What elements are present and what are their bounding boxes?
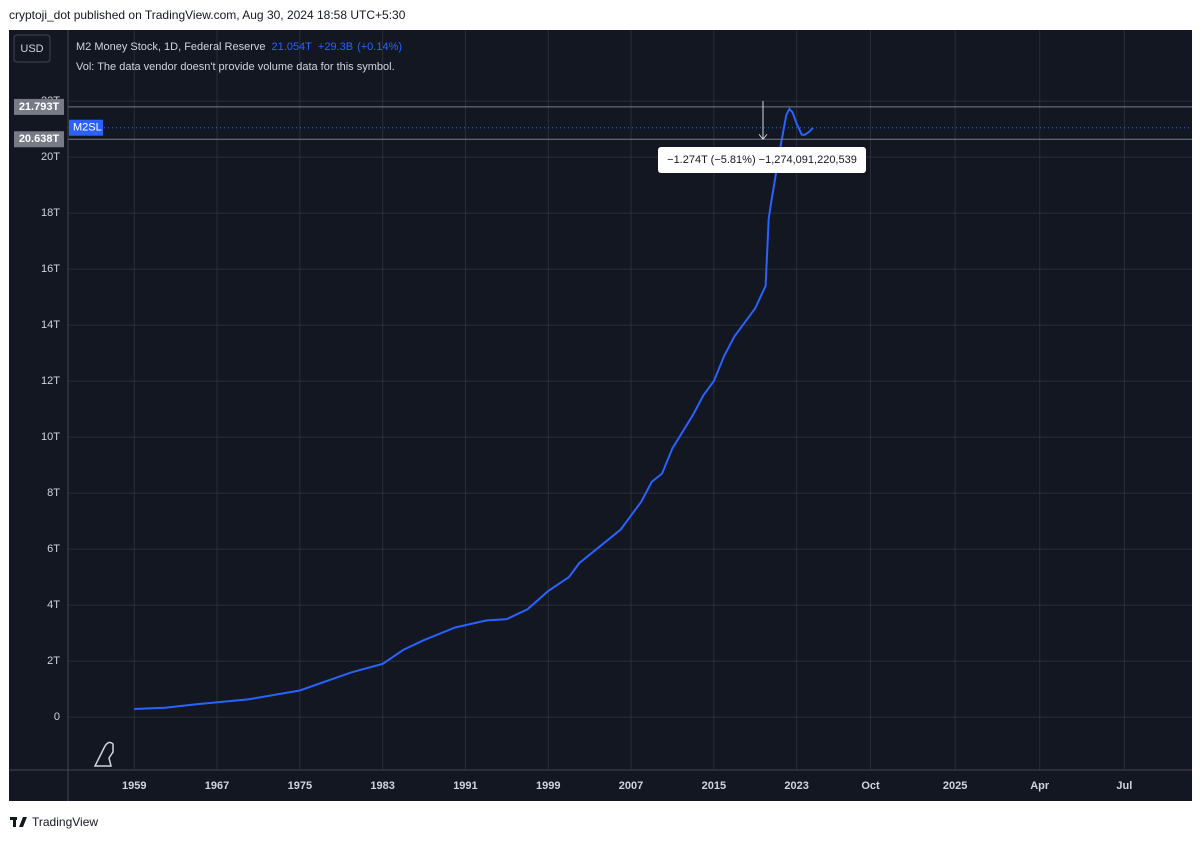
x-tick-label: 2015 bbox=[702, 780, 726, 792]
change: +29.3B bbox=[318, 41, 353, 53]
legend-line: M2 Money Stock, 1D, Federal Reserve 21.05… bbox=[76, 41, 402, 53]
grid bbox=[68, 30, 1192, 770]
x-tick-label: Jul bbox=[1116, 780, 1132, 792]
x-tick-label: 1959 bbox=[122, 780, 146, 792]
x-tick-label: 1999 bbox=[536, 780, 560, 792]
series-line bbox=[134, 107, 814, 710]
x-tick-label: 2025 bbox=[943, 780, 967, 792]
y-tick-label: 20T bbox=[41, 151, 60, 163]
symbol-tag-box bbox=[69, 119, 103, 136]
footer-logo bbox=[10, 817, 27, 827]
price-marker-label: 20.638T bbox=[19, 133, 60, 145]
y-tick-label: 14T bbox=[41, 319, 60, 331]
measure-box bbox=[658, 147, 866, 173]
title: M2 Money Stock, 1D, Federal Reserve bbox=[76, 41, 266, 53]
x-tick-label: 1967 bbox=[205, 780, 229, 792]
y-tick-label: 4T bbox=[47, 599, 60, 611]
change-pct: (+0.14%) bbox=[357, 41, 402, 53]
publisher: cryptoji_dot published on TradingView.co… bbox=[9, 8, 406, 22]
plot bbox=[68, 100, 1192, 710]
last-value: 21.054T bbox=[272, 41, 313, 53]
price-marker-box bbox=[14, 98, 64, 115]
x-tick-label: 1983 bbox=[370, 780, 394, 792]
x-tick-label: Oct bbox=[861, 780, 880, 792]
currency-box[interactable] bbox=[13, 34, 51, 63]
currency[interactable]: USD bbox=[20, 43, 43, 55]
x-tick-label: 2023 bbox=[784, 780, 808, 792]
footer: TradingView bbox=[32, 815, 98, 829]
measurement: −1.274T (−5.81%) −1,274,091,220,539 bbox=[667, 154, 857, 166]
y-tick-label: 18T bbox=[41, 207, 60, 219]
x-tick-label: 2007 bbox=[619, 780, 643, 792]
symbol-tag: M2SL bbox=[73, 122, 102, 134]
x-tick-label: 1991 bbox=[453, 780, 477, 792]
price-marker-label: 21.793T bbox=[19, 101, 60, 113]
price-marker-box bbox=[14, 131, 64, 148]
x-tick-label: 1975 bbox=[288, 780, 312, 792]
volume-note: Vol: The data vendor doesn't provide vol… bbox=[76, 61, 395, 73]
measure-arrow bbox=[758, 100, 768, 141]
y-tick-label: 10T bbox=[41, 431, 60, 443]
y-tick-label: 2T bbox=[47, 655, 60, 667]
y-tick-label: 8T bbox=[47, 487, 60, 499]
x-tick-label: Apr bbox=[1030, 780, 1050, 792]
y-tick-label: 16T bbox=[41, 263, 60, 275]
y-tick-label: 6T bbox=[47, 543, 60, 555]
y-tick-label: 0 bbox=[54, 711, 60, 723]
chart-panel bbox=[9, 30, 1192, 801]
logo-icon bbox=[93, 741, 114, 767]
y-tick-label: 12T bbox=[41, 375, 60, 387]
